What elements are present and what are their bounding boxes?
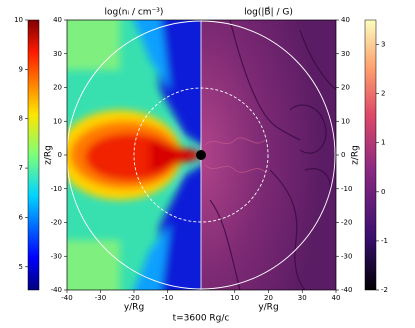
black-hole [196,150,206,160]
x-axis-label: y/Rg [124,303,144,313]
y-tick-label: 40 [341,16,350,24]
y-tick-label: -40 [341,286,352,294]
field-map [201,20,336,290]
density-map [67,20,201,290]
x-tick-label: 40 [332,294,341,302]
y-tick-label: 40 [53,16,62,24]
x-tick-label: 20 [264,294,273,302]
y-axis-label: z/Rg [44,145,54,165]
y-tick-label: 10 [53,117,62,125]
y-tick-label: -10 [51,185,62,193]
colorbar-tick-label: 5 [19,263,23,271]
y-tick-label: 20 [341,84,350,92]
colorbar-tick-label: 8 [19,115,23,123]
x-tick-label: -10 [162,294,173,302]
y-tick-label: -30 [51,252,62,260]
y-tick-label: -20 [341,219,352,227]
colorbar-tick-label: 10 [14,16,23,24]
y-tick-label: -10 [341,185,352,193]
colorbar-tick-label: 6 [19,213,24,221]
x-axis-label: y/Rg [258,303,278,313]
y-tick-label: 0 [341,151,345,159]
panel-title: log(|B⃗| / G) [244,6,293,18]
panel-title: log(nᵢ / cm⁻³) [105,8,164,18]
y-tick-label: -40 [51,286,62,294]
colorbar-tick-label: 3 [381,41,385,49]
colorbar-tick-label: 9 [19,65,23,73]
y-tick-label: 10 [341,117,350,125]
x-tick-label: -40 [61,294,72,302]
colorbar-tick-label: -2 [381,286,388,294]
y-tick-label: 20 [53,84,62,92]
x-tick-label: -30 [95,294,106,302]
colorbar-right [364,19,377,291]
y-tick-label: 30 [53,50,62,58]
y-axis-label: z/Rg [351,145,361,165]
colorbar-tick-label: 0 [381,188,385,196]
x-tick-label: 10 [230,294,239,302]
x-tick-label: 30 [298,294,307,302]
colorbar-tick-label: -1 [381,237,388,245]
y-tick-label: -30 [341,252,352,260]
colorbar-tick-label: 7 [19,164,23,172]
time-annotation: t=3600 Rg/c [173,314,230,324]
y-tick-label: 30 [341,50,350,58]
y-tick-label: 0 [58,151,62,159]
colorbar-tick-label: 1 [381,139,385,147]
y-tick-label: -20 [51,219,62,227]
colorbar-left [27,19,40,291]
x-tick-label: -20 [128,294,139,302]
colorbar-tick-label: 2 [381,90,385,98]
